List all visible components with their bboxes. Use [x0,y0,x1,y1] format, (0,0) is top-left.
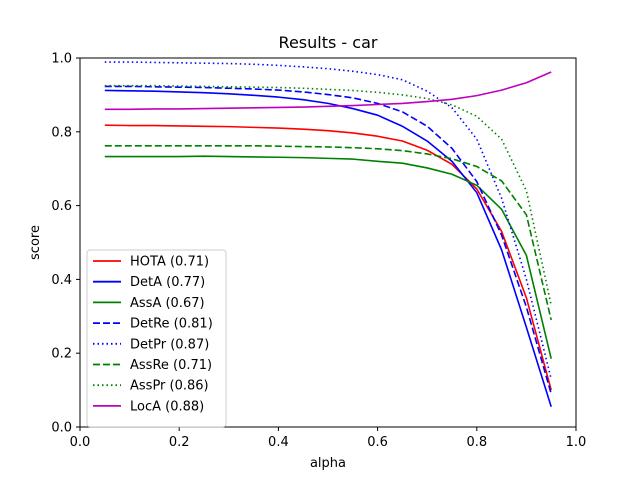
series-line-3 [104,85,552,395]
legend-label: LocA (0.88) [130,399,204,414]
legend-box [86,249,227,428]
legend-label: DetPr (0.87) [130,337,209,352]
y-tick-label: 0.2 [51,347,72,362]
legend-label: DetRe (0.81) [130,317,213,332]
plot-frame [79,57,577,428]
series-line-2 [104,155,552,359]
y-tick-label: 0.8 [51,125,72,140]
y-axis-title: score [28,225,43,260]
legend: HOTA (0.71) DetA (0.77) AssA (0.67) DetRe (… [86,249,227,428]
ticks-layer: 0.0 0.2 0.4 0.6 0.8 1.0 0.0 0.2 0.4 0.6 0.8 1.0 [51,52,586,451]
legend-label: DetA (0.77) [130,275,205,290]
series-line-5 [104,145,552,321]
x-axis-title: alpha [310,456,346,471]
x-tick-label: 0.4 [268,435,289,450]
y-tick-label: 0.6 [51,199,72,214]
series-line-1 [104,89,552,407]
x-tick-label: 0.6 [367,435,388,450]
chart-title: Results - car [279,33,378,52]
y-tick-label: 0.0 [51,421,72,436]
x-tick-label: 0.8 [466,435,487,450]
legend-label: AssRe (0.71) [130,358,212,373]
y-tick-label: 1.0 [51,52,72,67]
x-tick-label: 0.0 [70,435,91,450]
x-tick-label: 0.2 [169,435,190,450]
legend-label: AssPr (0.86) [130,379,209,394]
x-tick-label: 1.0 [566,435,587,450]
legend-label: HOTA (0.71) [130,255,209,270]
series-line-0 [104,124,552,391]
legend-label: AssA (0.67) [130,296,205,311]
series-layer [104,61,552,407]
y-tick-label: 0.4 [51,273,72,288]
series-line-7 [104,71,552,111]
